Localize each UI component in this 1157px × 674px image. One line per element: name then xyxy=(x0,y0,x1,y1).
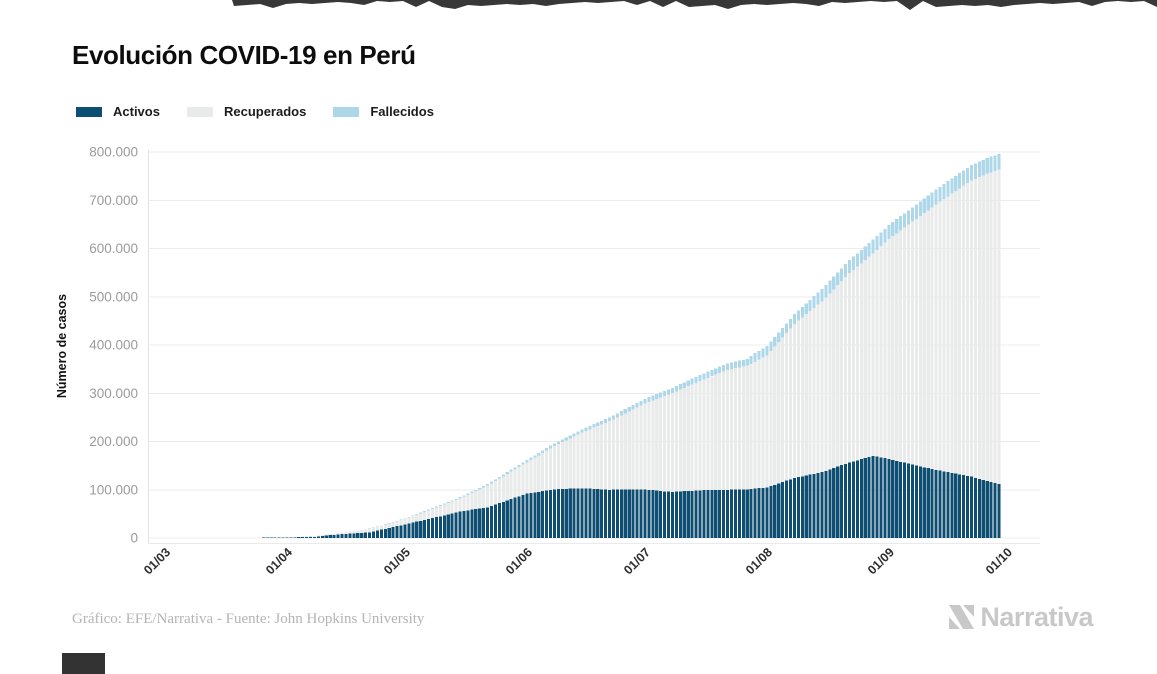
page-title: Evolución COVID-19 en Perú xyxy=(72,40,416,70)
x-tick-label: 01/05 xyxy=(381,545,413,577)
legend-label: Activos xyxy=(113,104,160,119)
legend-item-activos: Activos xyxy=(76,104,160,119)
x-tick-label: 01/06 xyxy=(503,545,535,577)
legend-item-fallecidos: Fallecidos xyxy=(333,104,434,119)
y-tick-label: 200.000 xyxy=(89,434,138,449)
narrativa-logo: Narrativa xyxy=(948,602,1093,633)
legend-label: Fallecidos xyxy=(370,104,434,119)
x-tick-label: 01/07 xyxy=(621,545,653,577)
x-tick-label: 01/10 xyxy=(983,545,1015,577)
y-tick-label: 300.000 xyxy=(89,386,138,401)
x-tick-label: 01/03 xyxy=(141,545,173,577)
credit-text: Gráfico: EFE/Narrativa - Fuente: John Ho… xyxy=(72,611,425,627)
legend-label: Recuperados xyxy=(223,104,307,119)
y-axis-tick-labels: 0 100.000 200.000 300.000 400.000 500.000 600.… xyxy=(89,145,138,546)
narrativa-logo-icon xyxy=(949,605,975,629)
series-fallecidos-bars xyxy=(309,153,1001,537)
legend-swatch xyxy=(333,106,360,117)
narrativa-logo-text: Narrativa xyxy=(980,602,1093,632)
legend-swatch xyxy=(76,106,102,117)
series-recuperados-bars xyxy=(257,169,1001,538)
x-tick-label: 01/08 xyxy=(743,545,775,577)
y-tick-label: 700.000 xyxy=(89,193,138,208)
series-activos-bars xyxy=(226,455,1001,539)
y-tick-label: 400.000 xyxy=(89,338,138,353)
y-axis-title: Número de casos xyxy=(55,294,69,398)
bottom-left-artifact xyxy=(62,653,105,674)
x-tick-label: 01/09 xyxy=(865,545,897,577)
x-tick-label: 01/04 xyxy=(263,545,295,577)
torn-edge-decoration xyxy=(232,0,1157,10)
y-tick-label: 100.000 xyxy=(89,482,138,497)
legend-item-recuperados: Recuperados xyxy=(186,104,307,119)
y-tick-label: 500.000 xyxy=(89,289,138,304)
y-tick-label: 600.000 xyxy=(89,241,138,256)
legend-swatch xyxy=(186,106,213,117)
y-tick-label: 800.000 xyxy=(89,145,138,160)
chart-legend: Activos Recuperados Fallecidos xyxy=(76,104,461,119)
y-tick-label: 0 xyxy=(130,531,138,546)
x-axis-tick-labels: 01/03 01/04 01/05 01/06 01/07 01/08 01/09 01/10 xyxy=(141,545,1015,577)
